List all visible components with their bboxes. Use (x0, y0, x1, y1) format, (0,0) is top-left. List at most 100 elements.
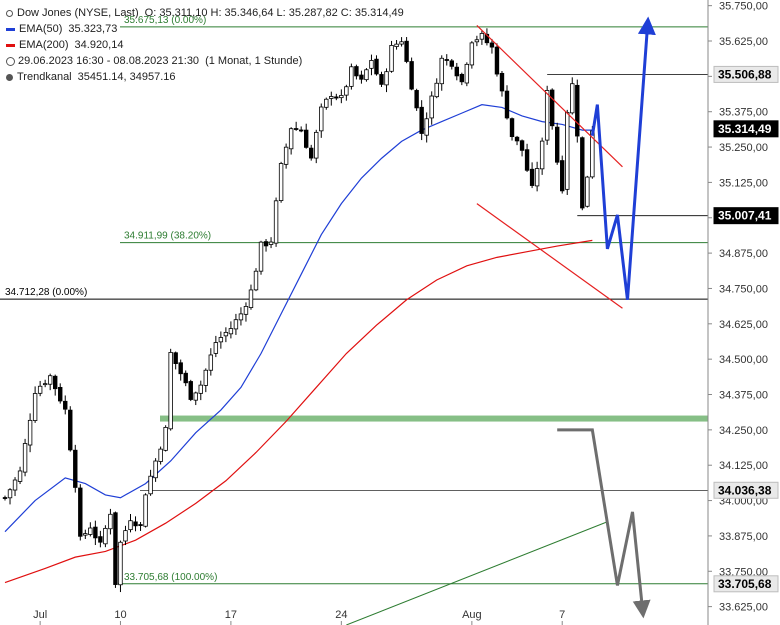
legend-period-row: 29.06.2023 16:30 - 08.08.2023 21:30 (1 M… (6, 53, 404, 69)
candle-body (22, 443, 28, 473)
price-box-label: 35.007,41 (718, 209, 772, 223)
candle-body (203, 369, 208, 386)
timeframe: (1 Monat, 1 Stunde) (205, 55, 303, 67)
candle-body (560, 160, 565, 192)
y-tick-label: 35.625,00 (719, 36, 768, 48)
candle-body (47, 375, 53, 385)
x-tick-label: Jul (33, 609, 47, 621)
candle-body (580, 137, 585, 209)
support-zone-band (160, 415, 708, 422)
candle-body (118, 541, 123, 586)
candle-body (555, 126, 560, 163)
price-box (713, 120, 779, 138)
y-tick-label: 34.750,00 (719, 283, 768, 295)
candle-body (334, 96, 339, 99)
ema200-series (4, 239, 593, 584)
projection-up-arrow (590, 16, 656, 300)
candle-body (143, 494, 148, 527)
ema200-line (4, 239, 593, 584)
candle-body (273, 200, 279, 244)
candle-body (123, 530, 128, 542)
candle-body (534, 168, 540, 187)
candle-body (27, 419, 33, 446)
ema200-value: 34.920,14 (74, 39, 124, 51)
projection-down-arrow (557, 428, 651, 619)
legend-ema50-row: EMA(50) 35.323,73 (6, 21, 404, 37)
y-tick-label: 35.375,00 (719, 107, 768, 119)
candle-body (173, 352, 178, 364)
y-tick-label: 34.500,00 (719, 354, 768, 366)
candle-body (539, 140, 545, 170)
uptrend-line (346, 521, 608, 625)
y-axis: 35.750,0035.625,0035.500,0035.375,0035.2… (707, 0, 779, 625)
channel-label: Trendkanal (17, 71, 72, 83)
candle-body (53, 375, 58, 390)
y-tick-label: 33.875,00 (719, 531, 768, 543)
candle-body (329, 96, 334, 99)
candle-body (575, 84, 580, 137)
candle-body (434, 82, 439, 98)
x-tick-label: 24 (335, 609, 347, 621)
candle-body (223, 331, 229, 337)
ema200-swatch-icon (6, 43, 15, 47)
candle-body (303, 129, 309, 148)
price-box-label: 34.036,38 (718, 483, 772, 497)
fib-top-label: 35.675,13 (0.00%) (124, 15, 206, 26)
candle-body (389, 45, 394, 72)
candle-body (228, 328, 234, 335)
level-labels: 35.675,13 (0.00%) 34.911,99 (38.20%) 33.70… (5, 15, 217, 583)
candle-body (108, 513, 113, 530)
candle-body (243, 306, 249, 315)
candle-body (32, 393, 38, 421)
price-box (713, 65, 779, 83)
candle-body (309, 147, 314, 159)
candle-body (268, 241, 274, 245)
channel-upper-line (476, 25, 623, 168)
candle-body (37, 385, 43, 394)
candle-body (58, 386, 63, 402)
candle-body (168, 352, 173, 430)
candle-body (414, 90, 419, 109)
price-box (713, 207, 779, 225)
candle-body (570, 83, 575, 114)
candle-body (163, 426, 168, 451)
ema50-line (4, 104, 593, 533)
candle-body (514, 136, 520, 142)
candle-body (524, 149, 530, 171)
y-tick-label: 34.250,00 (719, 425, 768, 437)
clock-icon (6, 56, 15, 66)
y-tick-label: 34.125,00 (719, 460, 768, 472)
candle-body (409, 61, 414, 90)
trend-channel (346, 25, 623, 625)
period-range: 29.06.2023 16:30 - 08.08.2023 21:30 (18, 55, 200, 67)
fib-100-label: 33.705,68 (100.00%) (124, 572, 217, 583)
candle-body (188, 381, 193, 400)
price-box-label: 33.705,68 (718, 577, 772, 591)
ema50-series (4, 104, 593, 533)
channel-value: 35451.14, 34957.16 (77, 71, 176, 83)
candle-body (354, 66, 359, 77)
candle-body (489, 42, 495, 48)
horizontal-levels (0, 26, 708, 585)
candle-body (384, 71, 389, 86)
candle-body (133, 521, 138, 527)
candlestick-series (2, 28, 595, 593)
candle-body (439, 57, 444, 85)
y-tick-label: 34.375,00 (719, 390, 768, 402)
candle-body (544, 90, 550, 141)
candle-body (298, 129, 304, 132)
candle-body (519, 140, 525, 151)
candle-body (364, 69, 369, 81)
candle-body (103, 527, 108, 545)
candle-body (424, 118, 429, 136)
candle-body (213, 342, 219, 354)
candle-body (178, 362, 183, 375)
candle-body (449, 60, 454, 67)
candle-body (529, 168, 535, 186)
candle-body (484, 33, 490, 44)
candle-body (83, 533, 88, 536)
instrument-dot-icon (6, 9, 13, 17)
candle-body (153, 460, 158, 479)
candle-body (158, 448, 163, 462)
candle-body (238, 313, 244, 321)
